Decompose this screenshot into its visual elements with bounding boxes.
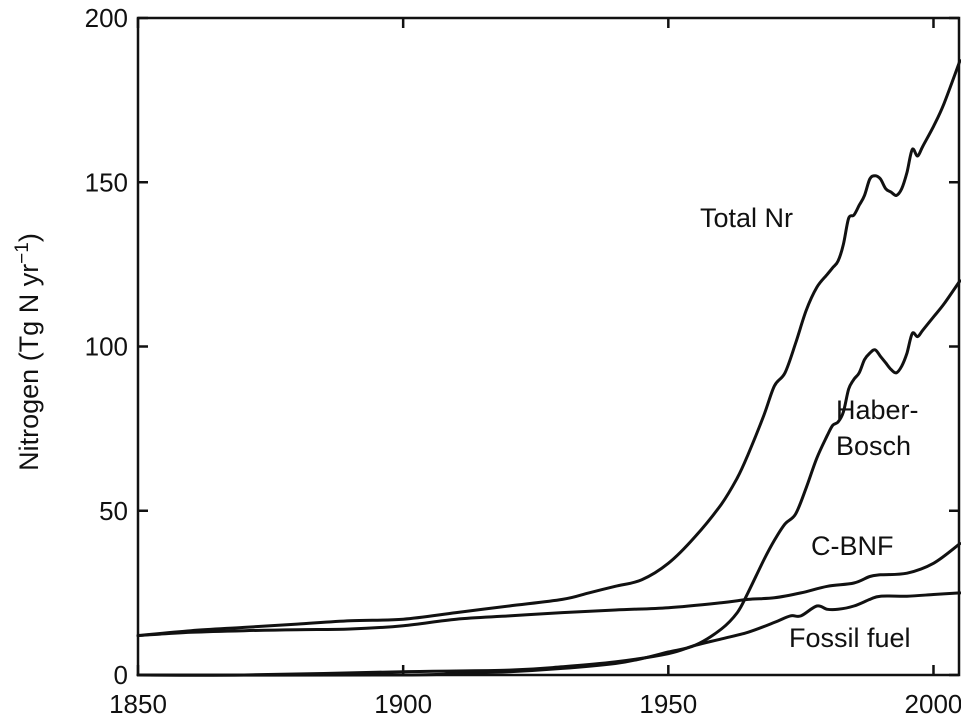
- y-axis-title-main: Nitrogen (Tg N yr: [14, 264, 44, 471]
- plot-frame: [136, 16, 961, 677]
- y-axis-title-close: ): [14, 233, 44, 242]
- y-tick-label: 200: [85, 3, 128, 33]
- plot-frame-layer: [136, 16, 961, 677]
- series-line-haber-bosch: [136, 279, 961, 677]
- series-labels-layer: Total Nr Haber- Bosch C-BNF Fossil fuel: [700, 203, 919, 653]
- series-label-line: Haber-: [836, 395, 919, 425]
- y-tick-label: 50: [99, 496, 128, 526]
- series-label-c-bnf: C-BNF: [811, 531, 894, 561]
- y-tick-label: 100: [85, 332, 128, 362]
- series-label-haber-bosch: Haber- Bosch: [836, 395, 919, 461]
- y-axis-title-superscript: −1: [12, 242, 33, 264]
- axis-ticks-layer: 1850 1900 1950 2000 0 50 100 150 200: [85, 3, 961, 719]
- series-label-line: Total Nr: [700, 203, 793, 233]
- series-label-line: Fossil fuel: [789, 623, 911, 653]
- series-line-fossil-fuel: [136, 591, 961, 677]
- x-tick-label: 1900: [374, 689, 432, 719]
- series-label-line: Bosch: [836, 431, 911, 461]
- series-line-total-nr: [136, 59, 961, 638]
- y-axis-title: Nitrogen (Tg N yr−1): [12, 233, 44, 471]
- series-lines-layer: [136, 59, 961, 677]
- series-label-line: C-BNF: [811, 531, 894, 561]
- y-tick-label: 0: [114, 660, 128, 690]
- x-tick-label: 1850: [109, 689, 167, 719]
- series-label-fossil-fuel: Fossil fuel: [789, 623, 911, 653]
- y-tick-label: 150: [85, 167, 128, 197]
- x-tick-label: 2000: [905, 689, 961, 719]
- x-tick-label: 1950: [639, 689, 697, 719]
- series-label-total-nr: Total Nr: [700, 203, 793, 233]
- series-line-c-bnf: [136, 542, 961, 638]
